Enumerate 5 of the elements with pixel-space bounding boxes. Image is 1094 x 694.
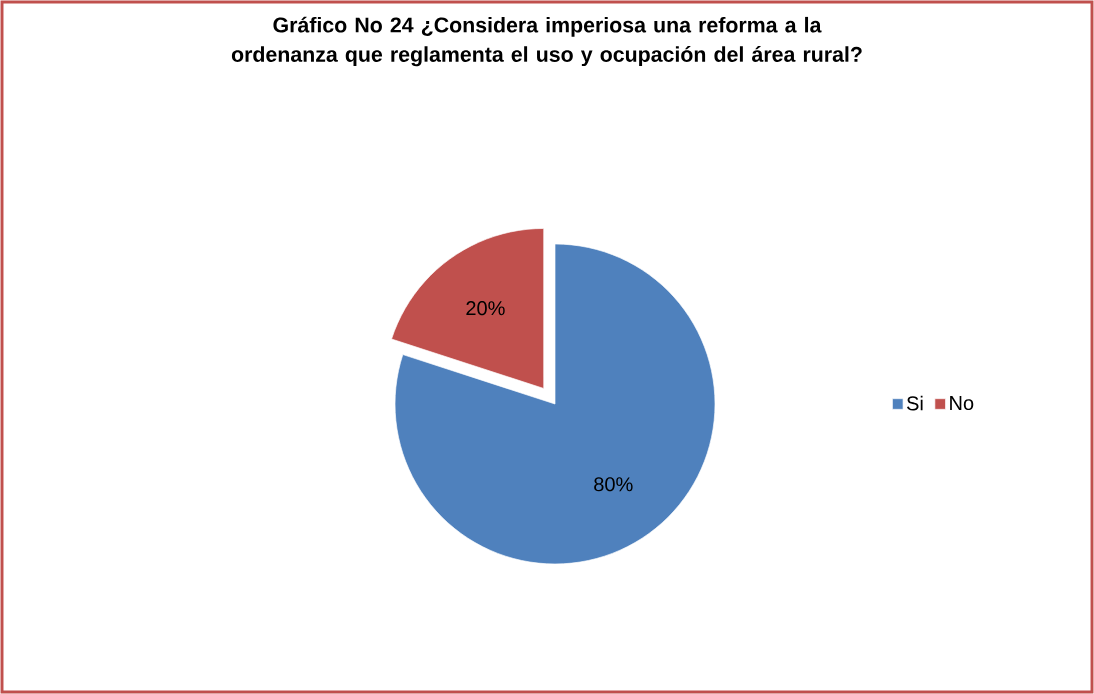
data-label: 20% bbox=[466, 301, 505, 316]
legend-label: No bbox=[950, 396, 974, 411]
chart-title: Gráfico No 24 ¿Considera imperiosa una reforma a la ordenanza que reglamenta el uso y ocupación del área rural? bbox=[231, 16, 862, 67]
data-label: 80% bbox=[594, 477, 633, 492]
legend-label: Si bbox=[906, 395, 923, 411]
